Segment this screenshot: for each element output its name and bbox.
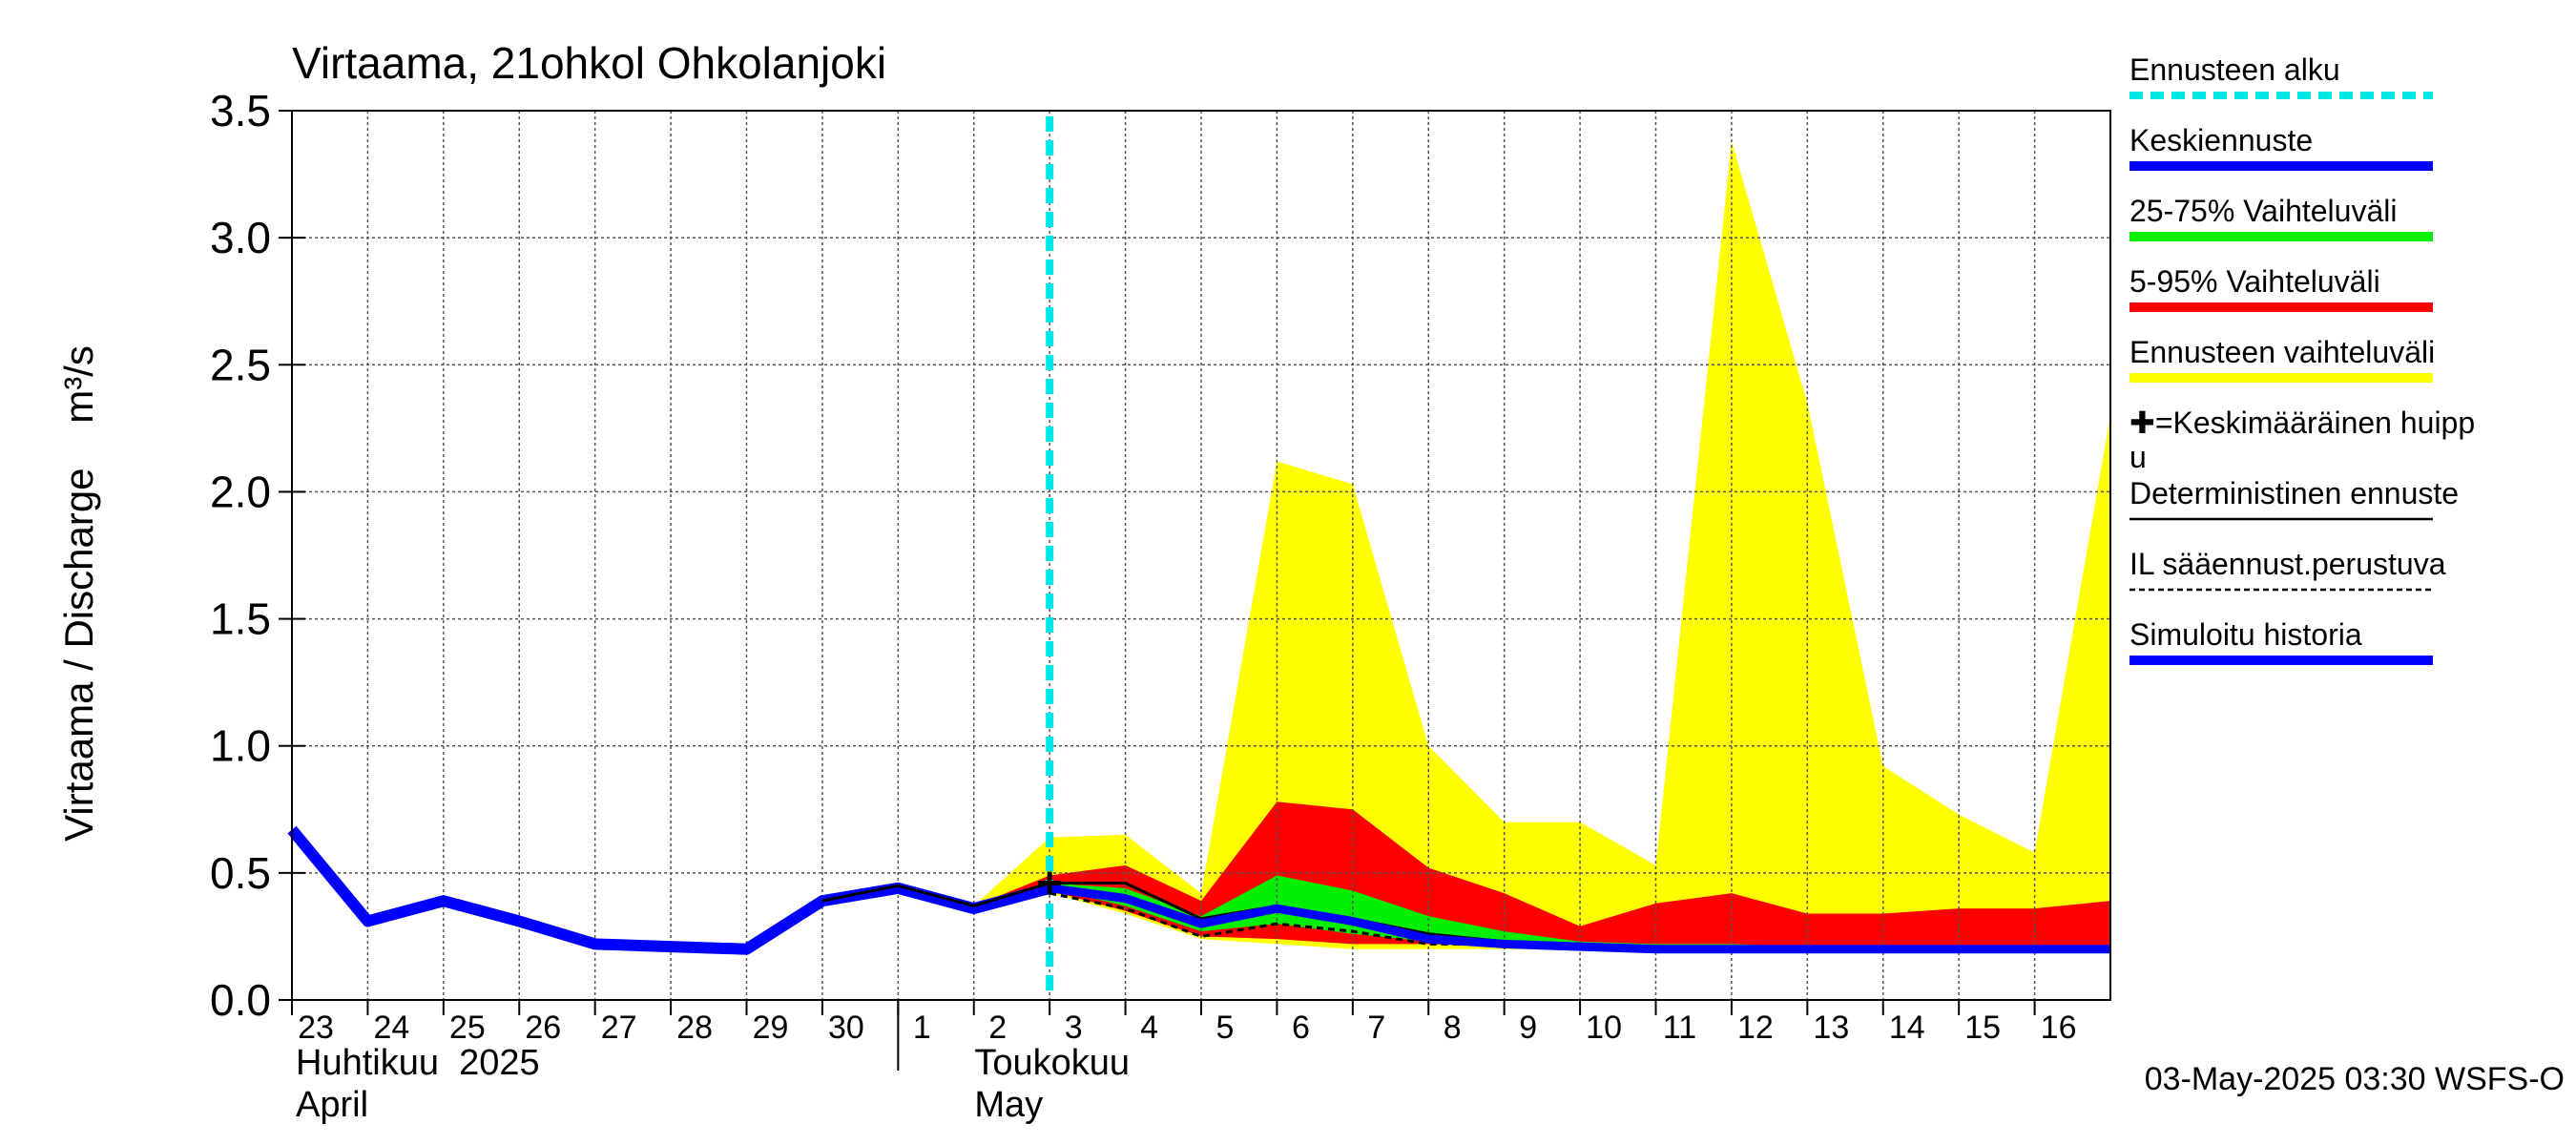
y-tick-label-6: 3.0	[210, 213, 271, 262]
y-tick-label-5: 2.5	[210, 340, 271, 389]
x-tick-label-19: 12	[1737, 1010, 1774, 1046]
legend-label-cont-5: u	[2129, 440, 2147, 474]
x-tick-label-8: 1	[913, 1010, 931, 1046]
legend-label-7: IL sääennust.perustuva	[2129, 547, 2446, 581]
x-tick-label-20: 13	[1813, 1010, 1849, 1046]
month-label-1: Toukokuu	[974, 1043, 1130, 1083]
legend-label-1: Keskiennuste	[2129, 123, 2313, 157]
x-tick-label-11: 4	[1140, 1010, 1158, 1046]
x-tick-label-17: 10	[1586, 1010, 1622, 1046]
y-tick-label-1: 0.5	[210, 848, 271, 898]
forecast-bands	[973, 140, 2110, 949]
x-tick-label-22: 15	[1964, 1010, 2001, 1046]
axes: 0.00.51.01.52.02.53.03.523 24 25 26 27 28 29 30…	[210, 86, 2111, 1125]
legend-label-2: 25-75% Vaihteluväli	[2129, 194, 2397, 228]
x-tick-label-23: 16	[2041, 1010, 2077, 1046]
x-tick-label-12: 5	[1216, 1010, 1235, 1046]
x-tick-label-14: 7	[1367, 1010, 1385, 1046]
x-tick-label-7: 30	[828, 1010, 864, 1046]
month-label-en-1: May	[974, 1085, 1043, 1125]
x-tick-label-16: 9	[1519, 1010, 1537, 1046]
month-label-en-0: April	[296, 1085, 368, 1125]
x-tick-label-18: 11	[1663, 1010, 1696, 1046]
line-simuloitu-historia	[287, 825, 1051, 955]
legend: Ennusteen alku Keskiennuste 25-75% Vaihtel…	[2129, 52, 2475, 665]
legend-label-4: Ennusteen vaihteluväli	[2129, 335, 2435, 369]
legend-label-8: Simuloitu historia	[2129, 617, 2362, 652]
x-tick-label-9: 2	[988, 1010, 1007, 1046]
y-tick-label-7: 3.5	[210, 86, 271, 135]
band-ennusteen-vaihteluv-li	[973, 140, 2110, 949]
x-tick-label-15: 8	[1444, 1010, 1462, 1046]
x-tick-label-1: 24	[374, 1010, 410, 1046]
x-tick-label-21: 14	[1889, 1010, 1925, 1046]
y-tick-label-2: 1.0	[210, 721, 271, 771]
x-tick-label-13: 6	[1292, 1010, 1310, 1046]
y-tick-label-0: 0.0	[210, 975, 271, 1025]
grid-lines	[292, 111, 2110, 1000]
line-keskiennuste	[1049, 884, 2110, 954]
x-tick-label-2: 25	[449, 1010, 486, 1046]
chart-title: Virtaama, 21ohkol Ohkolanjoki	[292, 38, 886, 88]
x-tick-label-0: 23	[298, 1010, 334, 1046]
band-25-75-vaihteluv-li	[973, 875, 2110, 949]
month-label-0: Huhtikuu 2025	[296, 1043, 540, 1083]
legend-label-3: 5-95% Vaihteluväli	[2129, 264, 2380, 299]
y-tick-label-4: 2.0	[210, 467, 271, 516]
legend-label-5: ✚=Keskimääräinen huipp	[2129, 406, 2475, 440]
peak-marker	[1038, 871, 1062, 895]
x-tick-label-3: 26	[525, 1010, 561, 1046]
legend-label-6: Deterministinen ennuste	[2129, 476, 2459, 510]
legend-label-0: Ennusteen alku	[2129, 52, 2340, 87]
x-tick-label-5: 28	[676, 1010, 713, 1046]
footer-timestamp: 03-May-2025 03:30 WSFS-O	[2145, 1061, 2565, 1097]
x-tick-label-6: 29	[753, 1010, 789, 1046]
y-axis-label: Virtaama / Discharge m³/s	[56, 345, 101, 842]
x-tick-label-10: 3	[1065, 1010, 1083, 1046]
x-tick-label-4: 27	[601, 1010, 637, 1046]
y-tick-label-3: 1.5	[210, 594, 271, 644]
series-lines	[287, 116, 2110, 1000]
